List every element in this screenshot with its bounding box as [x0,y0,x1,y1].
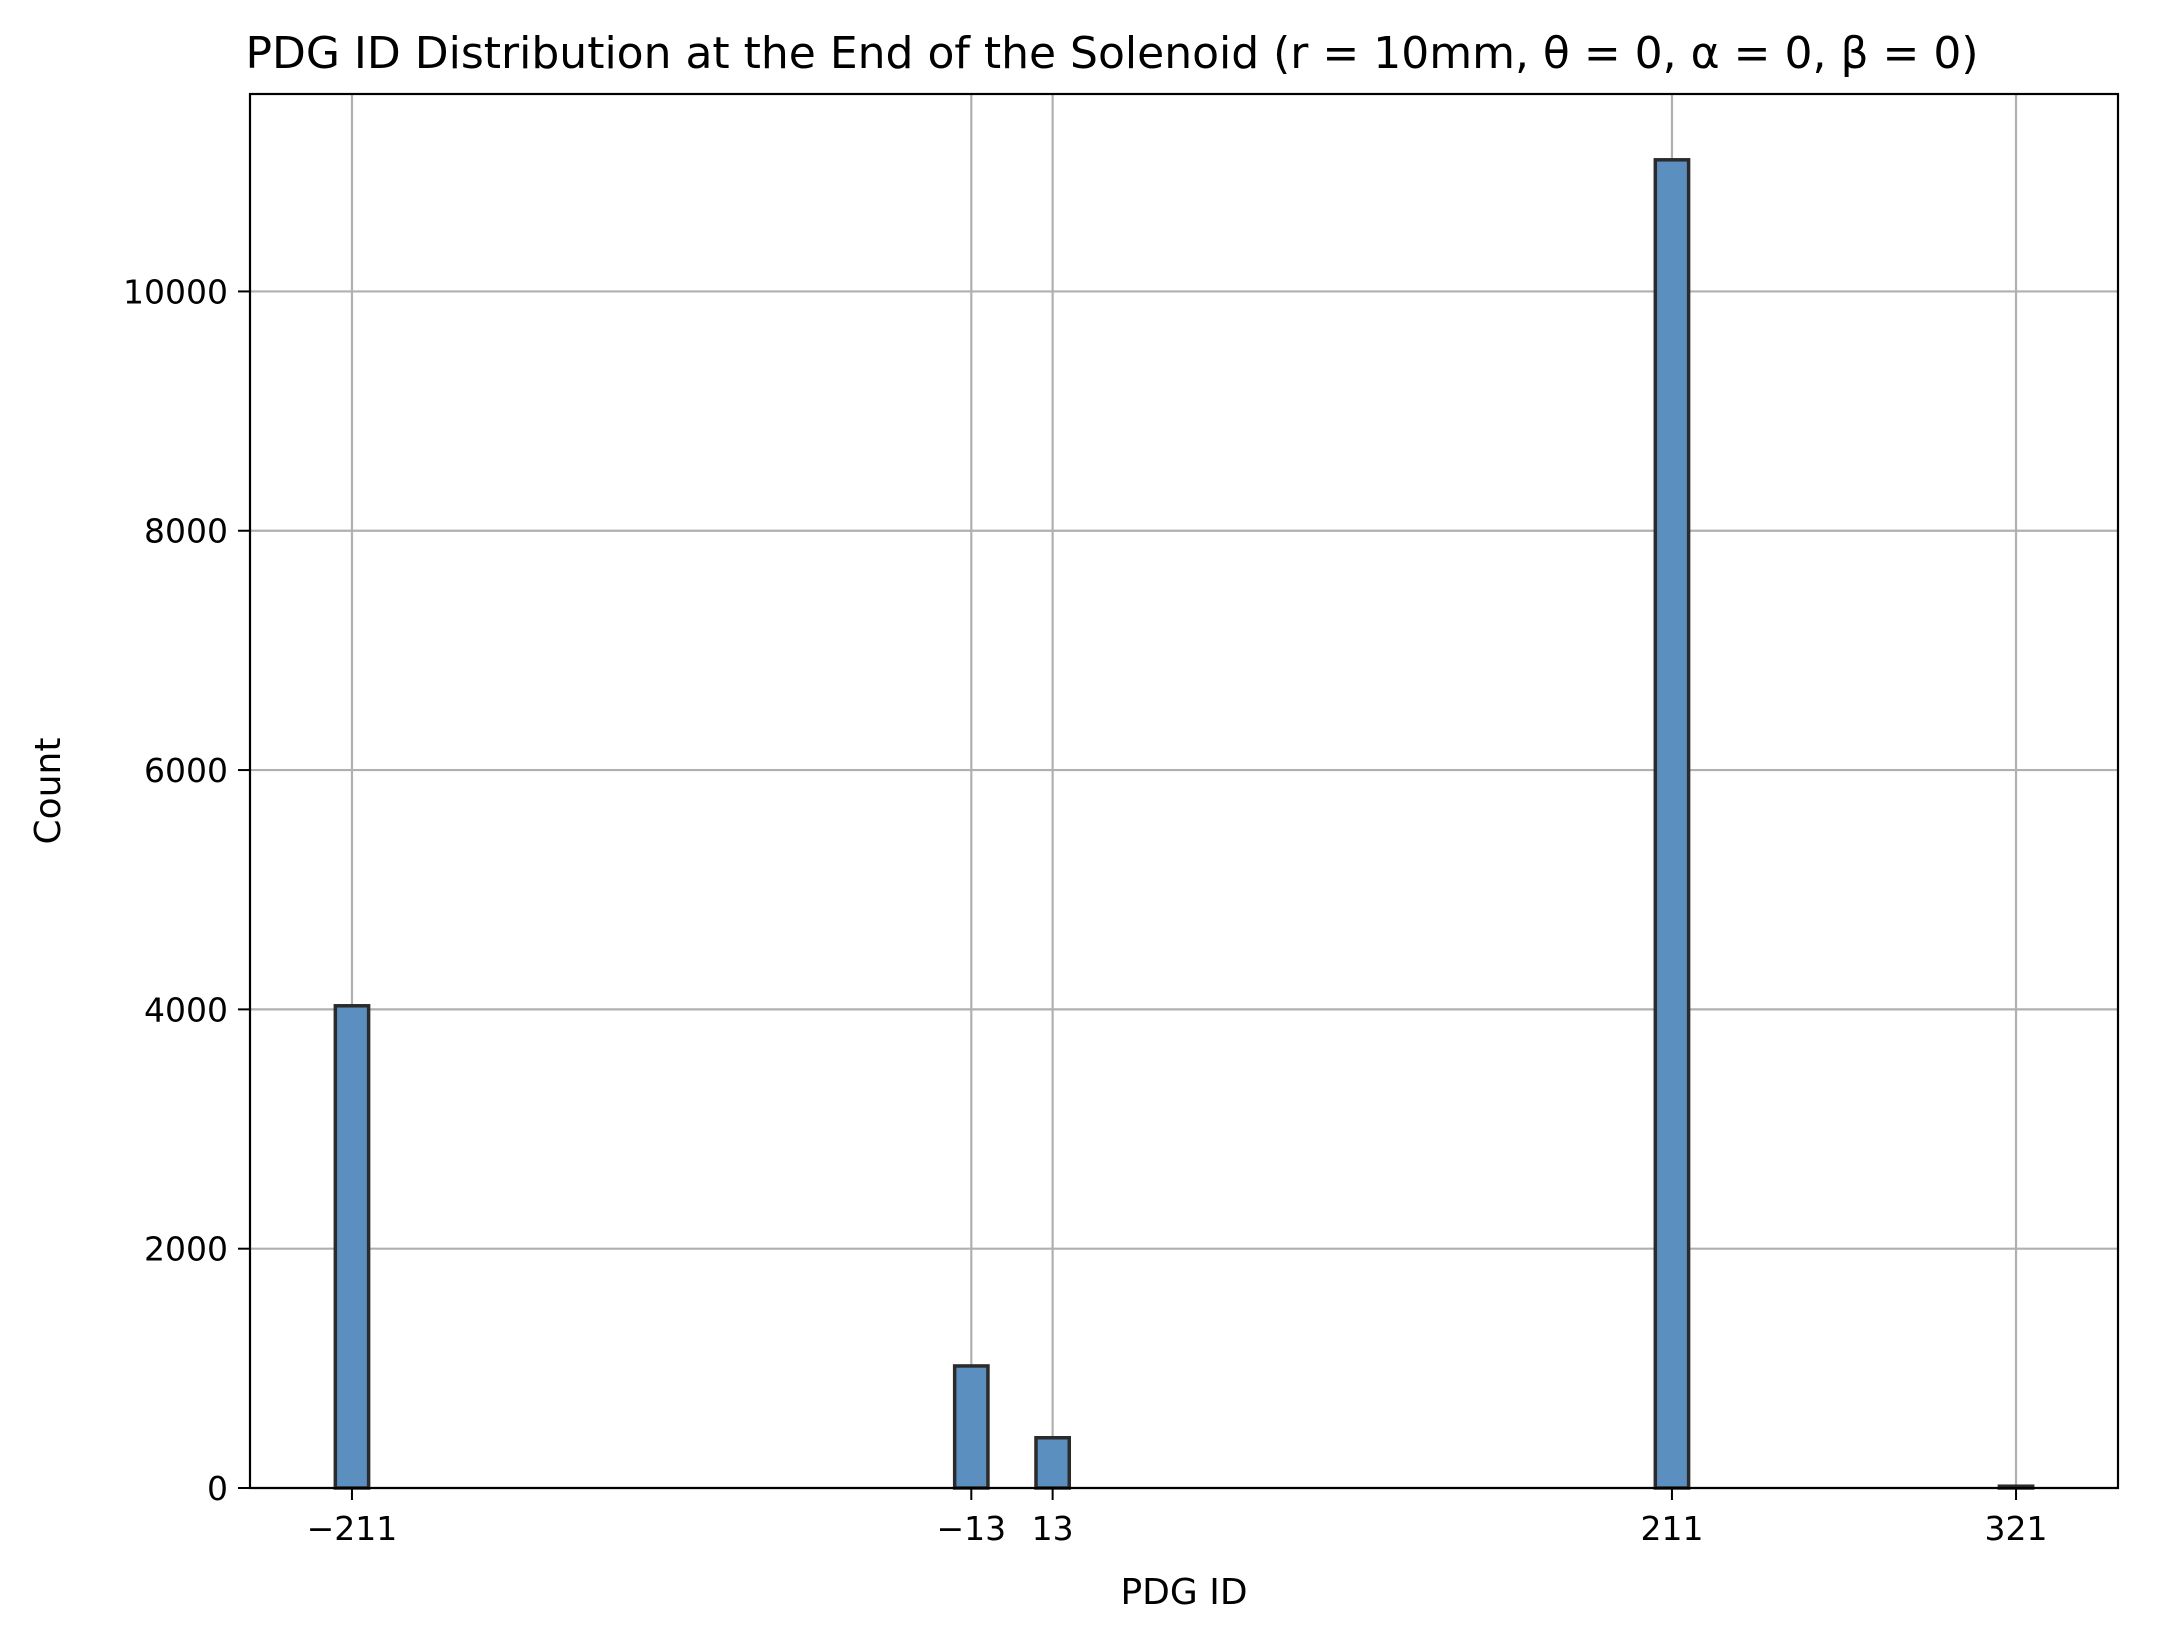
y-tick-label: 4000 [144,990,228,1029]
histogram-bars [333,158,2035,1490]
y-tick-label: 8000 [144,512,228,551]
x-axis-label: PDG ID [1120,1572,1247,1613]
y-axis-label: Count [28,738,69,845]
x-tick-label: −211 [307,1509,398,1548]
grid-lines [250,94,2118,1490]
histogram-bar [333,1004,371,1490]
y-tick-label: 0 [207,1469,228,1508]
histogram-bar [1653,158,1691,1490]
x-tick-label: 321 [1985,1509,2048,1548]
chart-title: PDG ID Distribution at the End of the So… [245,28,1978,79]
histogram-bar [1034,1435,1072,1490]
y-tick-label: 2000 [144,1230,228,1269]
x-tick-label: −13 [936,1509,1006,1548]
axis-ticks: −211 −13 13 211 321 0 2000 4000 6000 8000 10000 [123,272,2048,1548]
y-tick-label: 10000 [123,272,228,311]
x-tick-label: 13 [1032,1509,1074,1548]
y-tick-label: 6000 [144,751,228,790]
x-tick-label: 211 [1640,1509,1703,1548]
histogram-bar [952,1364,990,1490]
plot-frame [248,92,2120,1490]
